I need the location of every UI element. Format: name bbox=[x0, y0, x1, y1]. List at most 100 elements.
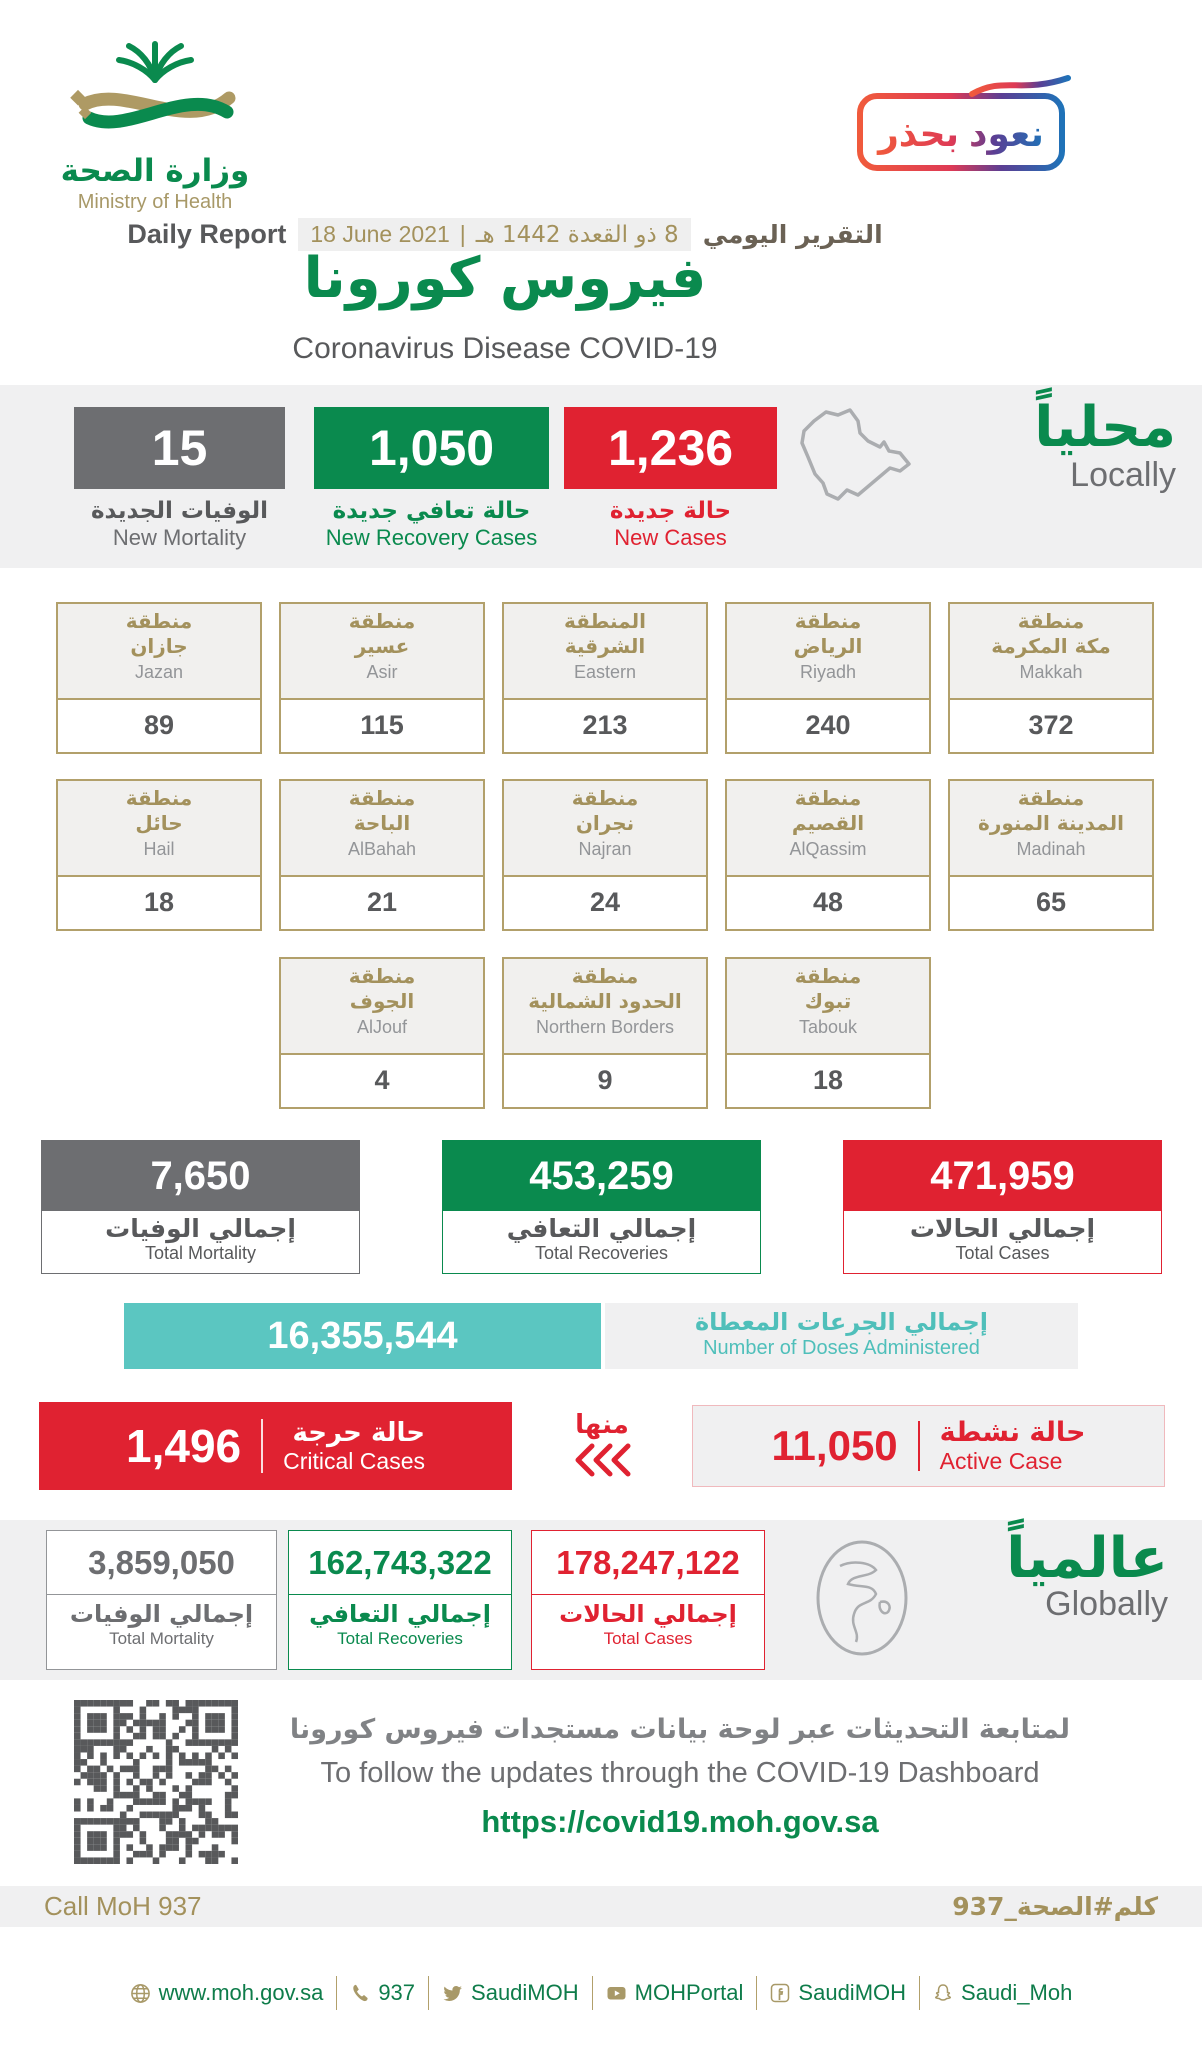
total-cases-value: 471,959 bbox=[844, 1141, 1161, 1211]
footer-website-link[interactable]: www.moh.gov.sa bbox=[117, 1976, 337, 2010]
totals-row: 7,650 إجمالي الوفيات Total Mortality 453… bbox=[41, 1140, 1162, 1274]
region-cards-row-2: منطقة حائل Hail 18 منطقة الباحة AlBahah … bbox=[56, 779, 1156, 931]
critical-active-row: 1,496 حالة حرجة Critical Cases منها 11,0… bbox=[39, 1402, 1165, 1490]
new-cases-value: 1,236 bbox=[564, 407, 777, 489]
globally-title-en: Globally bbox=[1045, 1585, 1168, 1623]
region-value: 18 bbox=[143, 887, 175, 917]
region-value: 65 bbox=[1035, 887, 1067, 917]
region-value: 48 bbox=[812, 887, 844, 917]
region-name-ar: منطقة bbox=[348, 609, 416, 633]
facebook-icon bbox=[771, 1983, 790, 2003]
active-cases-label-ar: حالة نشطة bbox=[939, 1417, 1086, 1448]
date-separator: | bbox=[459, 221, 466, 247]
divider bbox=[261, 1419, 264, 1473]
critical-cases-box: 1,496 حالة حرجة Critical Cases bbox=[39, 1402, 512, 1490]
region-name-en: Asir bbox=[366, 662, 398, 682]
total-recoveries-box: 453,259 إجمالي التعافي Total Recoveries bbox=[442, 1140, 761, 1274]
region-name-ar2: الجوف bbox=[349, 989, 415, 1013]
region-cards-row-1: منطقة جازان Jazan 89 منطقة عسير Asir 115… bbox=[56, 602, 1156, 754]
global-cases-label-ar: إجمالي الحالات bbox=[559, 1600, 737, 1628]
region-value: 9 bbox=[597, 1065, 613, 1095]
region-cards-row-3: منطقة الجوف AlJouf 4 منطقة الحدود الشمال… bbox=[56, 957, 1156, 1109]
youtube-icon bbox=[607, 1987, 626, 2000]
footer-facebook-handle[interactable]: SaudiMOH bbox=[756, 1976, 919, 2010]
total-recoveries-value: 453,259 bbox=[443, 1141, 760, 1211]
region-name-ar: منطقة bbox=[1017, 609, 1085, 633]
region-name-en: Makkah bbox=[1019, 662, 1083, 682]
region-value: 89 bbox=[143, 710, 175, 740]
footer-contact-bar: www.moh.gov.sa 937 SaudiMOH MOHPortal bbox=[0, 1976, 1202, 2010]
critical-cases-value: 1,496 bbox=[126, 1420, 242, 1472]
global-mortality-value: 3,859,050 bbox=[47, 1531, 276, 1595]
doses-label-ar: إجمالي الجرعات المعطاة bbox=[694, 1308, 989, 1336]
region-name-ar2: الرياض bbox=[793, 634, 863, 658]
page-title-arabic: فيروس كورونا bbox=[303, 246, 707, 311]
new-cases-label-en: New Cases bbox=[614, 525, 727, 550]
total-mortality-label-en: Total Mortality bbox=[144, 1243, 257, 1263]
hotline-band: Call MoH 937 كلم#الصحة_937 bbox=[0, 1886, 1202, 1927]
new-mortality-value: 15 bbox=[74, 407, 285, 489]
region-value: 24 bbox=[589, 887, 621, 917]
global-cases-box: 178,247,122 إجمالي الحالات Total Cases bbox=[531, 1530, 765, 1670]
footer-phone[interactable]: 937 bbox=[336, 1976, 428, 2010]
footer-phone-label: 937 bbox=[378, 1980, 416, 2005]
region-name-ar: منطقة bbox=[571, 786, 639, 810]
badge-text: نعود بحذر bbox=[876, 113, 1044, 155]
total-recoveries-label-ar: إجمالي التعافي bbox=[506, 1214, 697, 1243]
region-card-madinah: منطقة المدينة المنورة Madinah 65 bbox=[948, 779, 1154, 931]
critical-cases-label-ar: حالة حرجة bbox=[292, 1417, 425, 1448]
total-mortality-label-ar: إجمالي الوفيات bbox=[105, 1214, 296, 1243]
locally-title: محلياً Locally bbox=[1034, 395, 1176, 495]
date-gregorian: 18 June 2021 bbox=[310, 221, 450, 247]
region-name-ar: منطقة bbox=[571, 964, 639, 988]
total-cases-box: 471,959 إجمالي الحالات Total Cases bbox=[843, 1140, 1162, 1274]
new-mortality-label-ar: الوفيات الجديدة bbox=[90, 498, 269, 524]
region-name-ar: منطقة bbox=[125, 609, 193, 633]
region-name-ar2: الباحة bbox=[353, 811, 411, 835]
dashboard-line-ar: لمتابعة التحديثات عبر لوحة بيانات مستجدا… bbox=[289, 1714, 1071, 1745]
page-title-english: Coronavirus Disease COVID-19 bbox=[292, 332, 718, 365]
global-mortality-label-en: Total Mortality bbox=[109, 1629, 214, 1648]
region-name-ar: منطقة bbox=[794, 964, 862, 988]
footer-snapchat-handle[interactable]: Saudi_Moh bbox=[919, 1976, 1085, 2010]
region-name-ar: منطقة bbox=[794, 609, 862, 633]
active-cases-value: 11,050 bbox=[771, 1422, 898, 1469]
footer-twitter-label: SaudiMOH bbox=[471, 1980, 579, 2005]
call-moh-label: Call MoH 937 bbox=[44, 1891, 202, 1921]
region-name-ar2: الشرقية bbox=[564, 634, 646, 658]
region-name-ar2: عسير bbox=[354, 634, 410, 658]
region-name-en: Riyadh bbox=[799, 662, 857, 682]
doses-value: 16,355,544 bbox=[124, 1303, 601, 1369]
global-mortality-label-ar: إجمالي الوفيات bbox=[69, 1600, 254, 1628]
global-recoveries-box: 162,743,322 إجمالي التعافي Total Recover… bbox=[288, 1530, 512, 1670]
dashboard-url-link[interactable]: https://covid19.moh.gov.sa bbox=[481, 1804, 879, 1839]
region-name-ar2: تبوك bbox=[804, 989, 852, 1013]
region-value: 21 bbox=[366, 887, 398, 917]
total-mortality-box: 7,650 إجمالي الوفيات Total Mortality bbox=[41, 1140, 360, 1274]
region-card-alqassim: منطقة القصيم AlQassim 48 bbox=[725, 779, 931, 931]
active-cases-box: 11,050 حالة نشطة Active Case bbox=[692, 1405, 1165, 1487]
footer-snapchat-label: Saudi_Moh bbox=[961, 1980, 1073, 2005]
region-name-en: Hail bbox=[143, 839, 175, 859]
footer-youtube-handle[interactable]: MOHPortal bbox=[591, 1976, 757, 2010]
region-value: 240 bbox=[805, 710, 851, 740]
moh-logo: وزارة الصحة Ministry of Health bbox=[46, 28, 264, 214]
new-mortality-stat: 15 الوفيات الجديدة New Mortality bbox=[74, 407, 285, 551]
qr-code bbox=[74, 1700, 238, 1864]
active-cases-label-en: Active Case bbox=[939, 1448, 1063, 1474]
doses-label: إجمالي الجرعات المعطاة Number of Doses A… bbox=[601, 1303, 1078, 1369]
critical-cases-label-en: Critical Cases bbox=[283, 1447, 425, 1474]
globe-icon bbox=[130, 1983, 150, 2003]
region-name-ar: منطقة bbox=[794, 786, 862, 810]
dashboard-info: لمتابعة التحديثات عبر لوحة بيانات مستجدا… bbox=[280, 1714, 1080, 1840]
region-card-hail: منطقة حائل Hail 18 bbox=[56, 779, 262, 931]
global-cases-label-en: Total Cases bbox=[603, 1629, 693, 1648]
locally-title-en: Locally bbox=[1070, 456, 1176, 494]
date-hijri: 8 ذو القعدة 1442 هـ bbox=[475, 221, 679, 248]
logo-english-name: Ministry of Health bbox=[77, 191, 233, 213]
footer-twitter-handle[interactable]: SaudiMOH bbox=[428, 1976, 592, 2010]
snapchat-icon bbox=[934, 1984, 952, 2001]
doses-label-en: Number of Doses Administered bbox=[703, 1337, 980, 1359]
global-recoveries-label-ar: إجمالي التعافي bbox=[309, 1600, 491, 1628]
